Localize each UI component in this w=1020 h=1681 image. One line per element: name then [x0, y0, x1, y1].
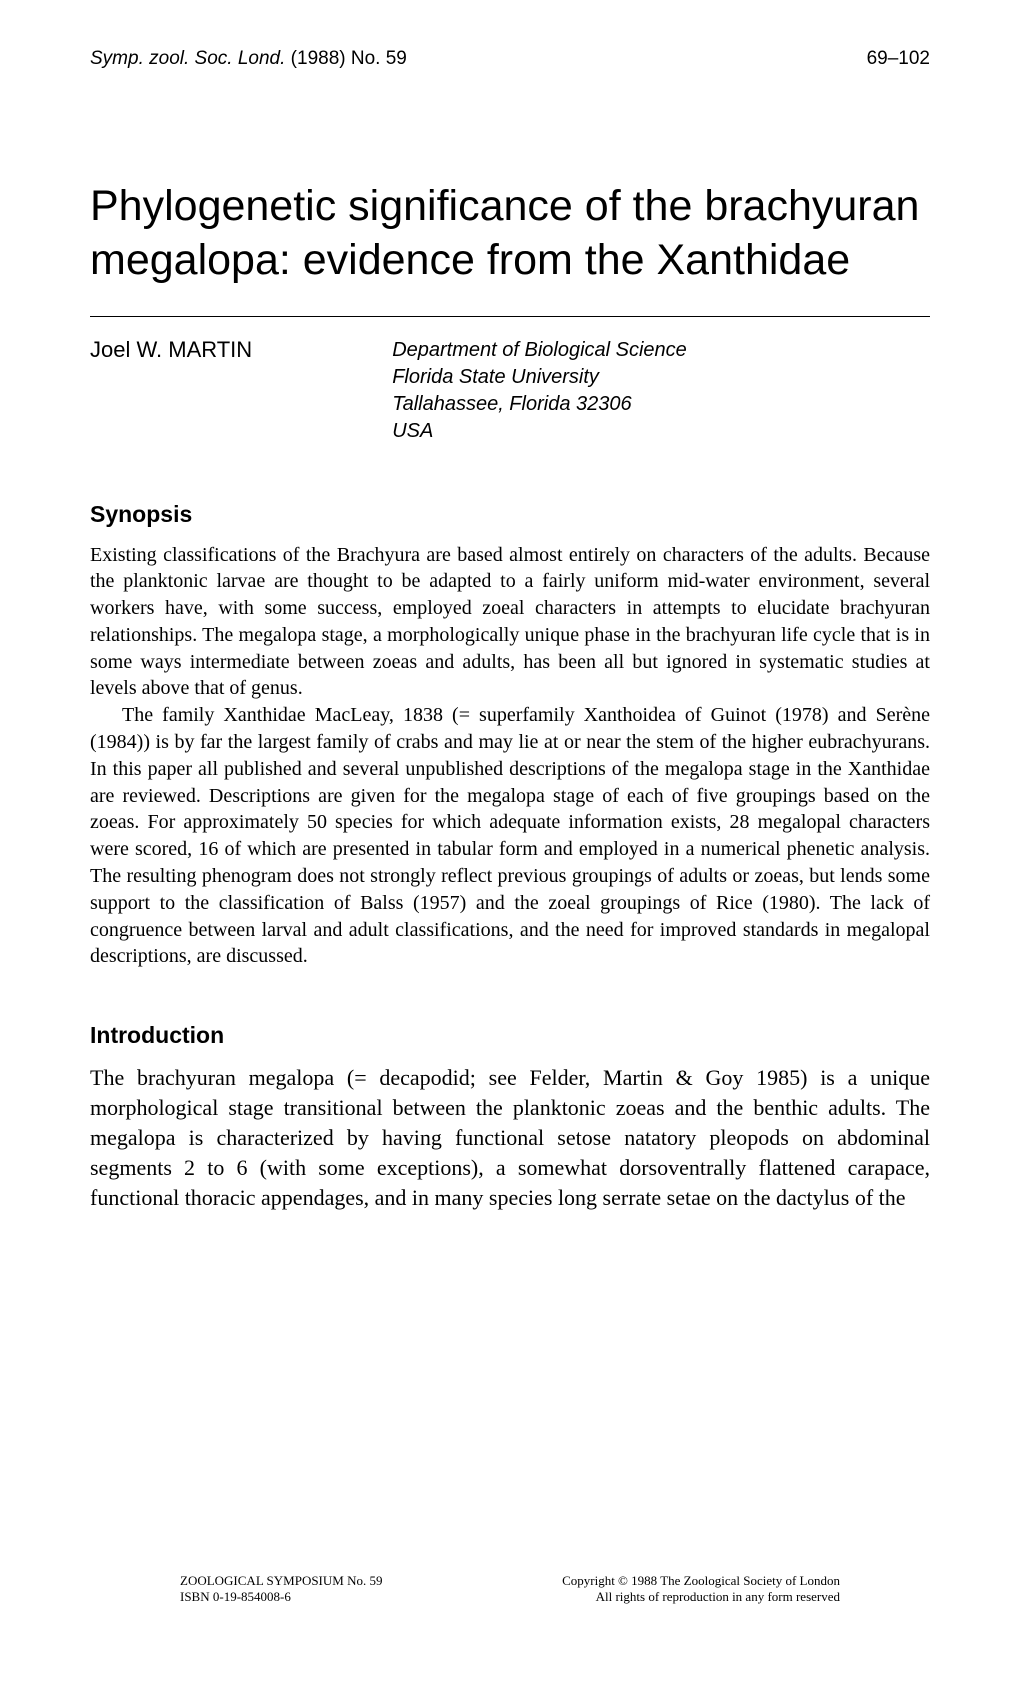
running-head: Symp. zool. Soc. Lond. (1988) No. 59 69–… — [90, 48, 930, 70]
article-title: Phylogenetic significance of the brachyu… — [90, 180, 930, 288]
introduction-section: Introduction The brachyuran megalopa (= … — [90, 1022, 930, 1213]
affiliation-line: Department of Biological Science — [392, 337, 687, 364]
journal-issue-number: (1988) No. 59 — [291, 48, 407, 69]
affiliation-line: Florida State University — [392, 364, 687, 391]
synopsis-paragraph: The family Xanthidae MacLeay, 1838 (= su… — [90, 702, 930, 970]
footer-copyright: Copyright © 1988 The Zoological Society … — [562, 1573, 840, 1589]
affiliation-line: Tallahassee, Florida 32306 — [392, 391, 687, 418]
journal-name: Symp. zool. Soc. Lond. — [90, 48, 285, 69]
footer-isbn: ISBN 0-19-854008-6 — [180, 1589, 382, 1605]
byline: Joel W. MARTIN Department of Biological … — [90, 337, 930, 445]
introduction-heading: Introduction — [90, 1022, 930, 1049]
journal-issue: Symp. zool. Soc. Lond. (1988) No. 59 — [90, 48, 407, 70]
author-name: Joel W. MARTIN — [90, 337, 252, 363]
affiliation: Department of Biological Science Florida… — [392, 337, 687, 445]
affiliation-line: USA — [392, 418, 687, 445]
introduction-paragraph: The brachyuran megalopa (= decapodid; se… — [90, 1063, 930, 1213]
synopsis-heading: Synopsis — [90, 501, 930, 528]
footer-left: ZOOLOGICAL SYMPOSIUM No. 59 ISBN 0-19-85… — [180, 1573, 382, 1606]
page-footer: ZOOLOGICAL SYMPOSIUM No. 59 ISBN 0-19-85… — [180, 1573, 840, 1606]
title-rule — [90, 316, 930, 317]
synopsis-section: Synopsis Existing classifications of the… — [90, 501, 930, 971]
footer-symposium: ZOOLOGICAL SYMPOSIUM No. 59 — [180, 1573, 382, 1589]
footer-rights: All rights of reproduction in any form r… — [562, 1589, 840, 1605]
footer-right: Copyright © 1988 The Zoological Society … — [562, 1573, 840, 1606]
synopsis-paragraph: Existing classifications of the Brachyur… — [90, 542, 930, 703]
page-range: 69–102 — [867, 48, 930, 70]
